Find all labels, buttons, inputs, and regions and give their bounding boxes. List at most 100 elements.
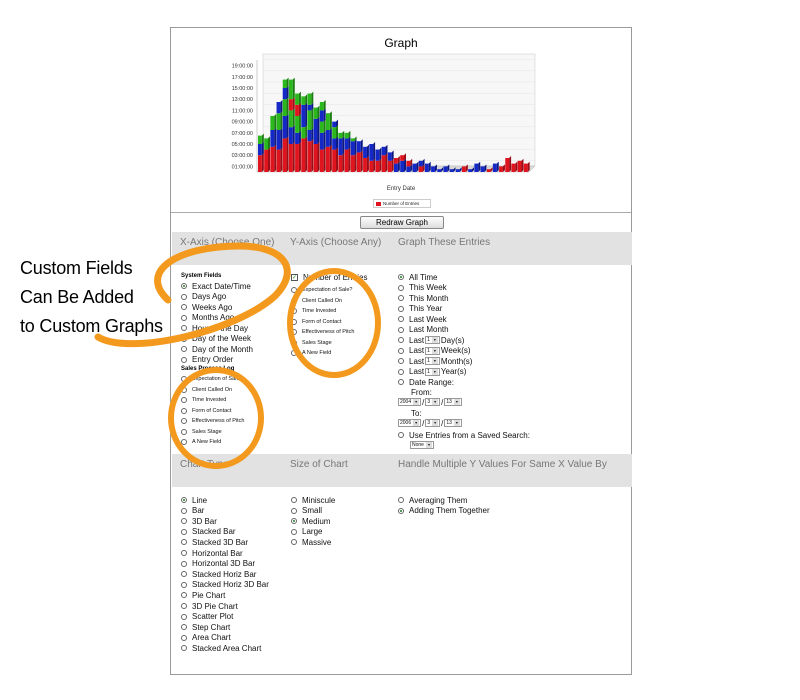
radio-button[interactable] (181, 571, 187, 578)
radio-button[interactable] (398, 497, 404, 503)
checkbox[interactable]: ✓ (291, 273, 298, 281)
last-count-select[interactable]: 1 ▾ (425, 336, 440, 344)
radio-button[interactable] (398, 507, 404, 514)
radio-button[interactable] (181, 293, 187, 300)
from-date-select[interactable]: 13 ▾ (444, 398, 462, 406)
radio-button[interactable] (181, 386, 187, 393)
chart-type-line[interactable]: Line (181, 495, 207, 505)
x-option-entry-order[interactable]: Entry Order (181, 355, 233, 365)
radio-button[interactable] (398, 284, 404, 291)
radio-button[interactable] (181, 335, 187, 342)
x-custom-option-client-called-on[interactable]: Client Called On (181, 385, 232, 395)
chart-type-area-chart[interactable]: Area Chart (181, 633, 231, 643)
entries-option-all-time[interactable]: All Time (398, 272, 437, 282)
radio-button[interactable] (398, 379, 404, 385)
radio-button[interactable] (291, 350, 297, 356)
y-option-time-invested[interactable]: Time Invested (291, 306, 336, 316)
x-option-weeks-ago[interactable]: Weeks Ago (181, 302, 232, 312)
entries-option-last-month-s[interactable]: Last 1 ▾ Month(s) (398, 356, 472, 366)
radio-button[interactable] (181, 428, 187, 435)
multi-y-averaging-them[interactable]: Averaging Them (398, 495, 467, 505)
from-date-select[interactable]: 2004 ▾ (398, 398, 422, 406)
x-custom-option-expectation-of-sale[interactable]: Expectation of Sale? (181, 374, 242, 384)
entries-option-this-week[interactable]: This Week (398, 283, 447, 293)
radio-button[interactable] (398, 358, 404, 364)
chart-type-scatter-plot[interactable]: Scatter Plot (181, 612, 233, 622)
last-count-select[interactable]: 1 ▾ (425, 346, 440, 355)
radio-button[interactable] (181, 645, 187, 652)
chart-type-3d-pie-chart[interactable]: 3D Pie Chart (181, 601, 238, 611)
chart-type-stacked-3d-bar[interactable]: Stacked 3D Bar (181, 537, 248, 547)
to-date-select[interactable]: 2006 ▾ (398, 419, 422, 427)
radio-button[interactable] (291, 518, 297, 525)
chart-type-stacked-horiz-3d-bar[interactable]: Stacked Horiz 3D Bar (181, 580, 269, 590)
radio-button[interactable] (181, 507, 187, 514)
radio-button[interactable] (291, 528, 297, 535)
chart-size-small[interactable]: Small (291, 506, 322, 516)
radio-button[interactable] (398, 305, 404, 312)
x-option-months-ago[interactable]: Months Ago (181, 313, 234, 323)
chart-type-stacked-bar[interactable]: Stacked Bar (181, 527, 236, 537)
x-option-days-ago[interactable]: Days Ago (181, 292, 226, 302)
last-count-select[interactable]: 1 ▾ (425, 367, 440, 376)
radio-button[interactable] (181, 314, 187, 321)
x-custom-option-time-invested[interactable]: Time Invested (181, 395, 226, 405)
radio-button[interactable] (181, 560, 187, 567)
redraw-graph-button[interactable]: Redraw Graph (360, 216, 444, 229)
entries-option-this-month[interactable]: This Month (398, 293, 449, 303)
radio-button[interactable] (291, 329, 297, 335)
radio-button[interactable] (291, 308, 297, 314)
radio-button[interactable] (181, 581, 187, 588)
y-option-effectiveness-of-pitch[interactable]: Effectiveness of Pitch (291, 327, 354, 337)
radio-button[interactable] (181, 356, 187, 363)
y-option-a-new-field[interactable]: A New Field (291, 348, 331, 358)
radio-button[interactable] (181, 376, 187, 382)
radio-button[interactable] (181, 418, 187, 424)
entries-option-last-year-s[interactable]: Last 1 ▾ Year(s) (398, 367, 466, 377)
radio-button[interactable] (181, 518, 187, 525)
x-custom-option-sales-stage[interactable]: Sales Stage (181, 427, 222, 437)
radio-button[interactable] (398, 295, 404, 301)
radio-button[interactable] (398, 347, 404, 354)
radio-button[interactable] (181, 624, 187, 631)
radio-button[interactable] (398, 316, 404, 322)
entries-option-saved-search[interactable]: Use Entries from a Saved Search: (398, 430, 530, 440)
chart-size-large[interactable]: Large (291, 527, 322, 537)
radio-button[interactable] (181, 407, 187, 414)
radio-button[interactable] (291, 507, 297, 514)
entries-option-last-month[interactable]: Last Month (398, 325, 449, 335)
chart-type-stacked-horiz-bar[interactable]: Stacked Horiz Bar (181, 569, 256, 579)
entries-option-last-day-s[interactable]: Last 1 ▾ Day(s) (398, 335, 464, 345)
y-option-expectation-of-sale[interactable]: Expectation of Sale? (291, 285, 352, 295)
radio-button[interactable] (291, 318, 297, 325)
radio-button[interactable] (181, 439, 187, 445)
chart-type-3d-bar[interactable]: 3D Bar (181, 516, 217, 526)
radio-button[interactable] (181, 592, 187, 599)
radio-button[interactable] (181, 346, 187, 352)
radio-button[interactable] (291, 297, 297, 304)
radio-button[interactable] (181, 613, 187, 620)
chart-size-miniscule[interactable]: Miniscule (291, 495, 335, 505)
radio-button[interactable] (181, 634, 187, 641)
x-custom-option-effectiveness-of-pitch[interactable]: Effectiveness of Pitch (181, 416, 244, 426)
radio-button[interactable] (291, 339, 297, 346)
radio-button[interactable] (181, 304, 187, 310)
radio-button[interactable] (291, 287, 297, 293)
entries-option-last-week[interactable]: Last Week (398, 314, 447, 324)
radio-button[interactable] (181, 497, 187, 503)
chart-type-bar[interactable]: Bar (181, 506, 204, 516)
radio-button[interactable] (181, 550, 187, 556)
y-option-form-of-contact[interactable]: Form of Contact (291, 317, 341, 327)
y-option-client-called-on[interactable]: Client Called On (291, 296, 342, 306)
from-date-select[interactable]: 3 ▾ (425, 398, 441, 406)
x-custom-option-a-new-field[interactable]: A New Field (181, 437, 221, 447)
radio-button[interactable] (398, 432, 404, 438)
radio-button[interactable] (398, 368, 404, 375)
to-date-select[interactable]: 13 ▾ (444, 419, 462, 427)
chart-type-step-chart[interactable]: Step Chart (181, 622, 230, 632)
radio-button[interactable] (181, 603, 187, 609)
x-option-day-of-the-month[interactable]: Day of the Month (181, 344, 253, 354)
x-custom-option-form-of-contact[interactable]: Form of Contact (181, 406, 231, 416)
radio-button[interactable] (181, 528, 187, 535)
radio-button[interactable] (181, 283, 187, 289)
